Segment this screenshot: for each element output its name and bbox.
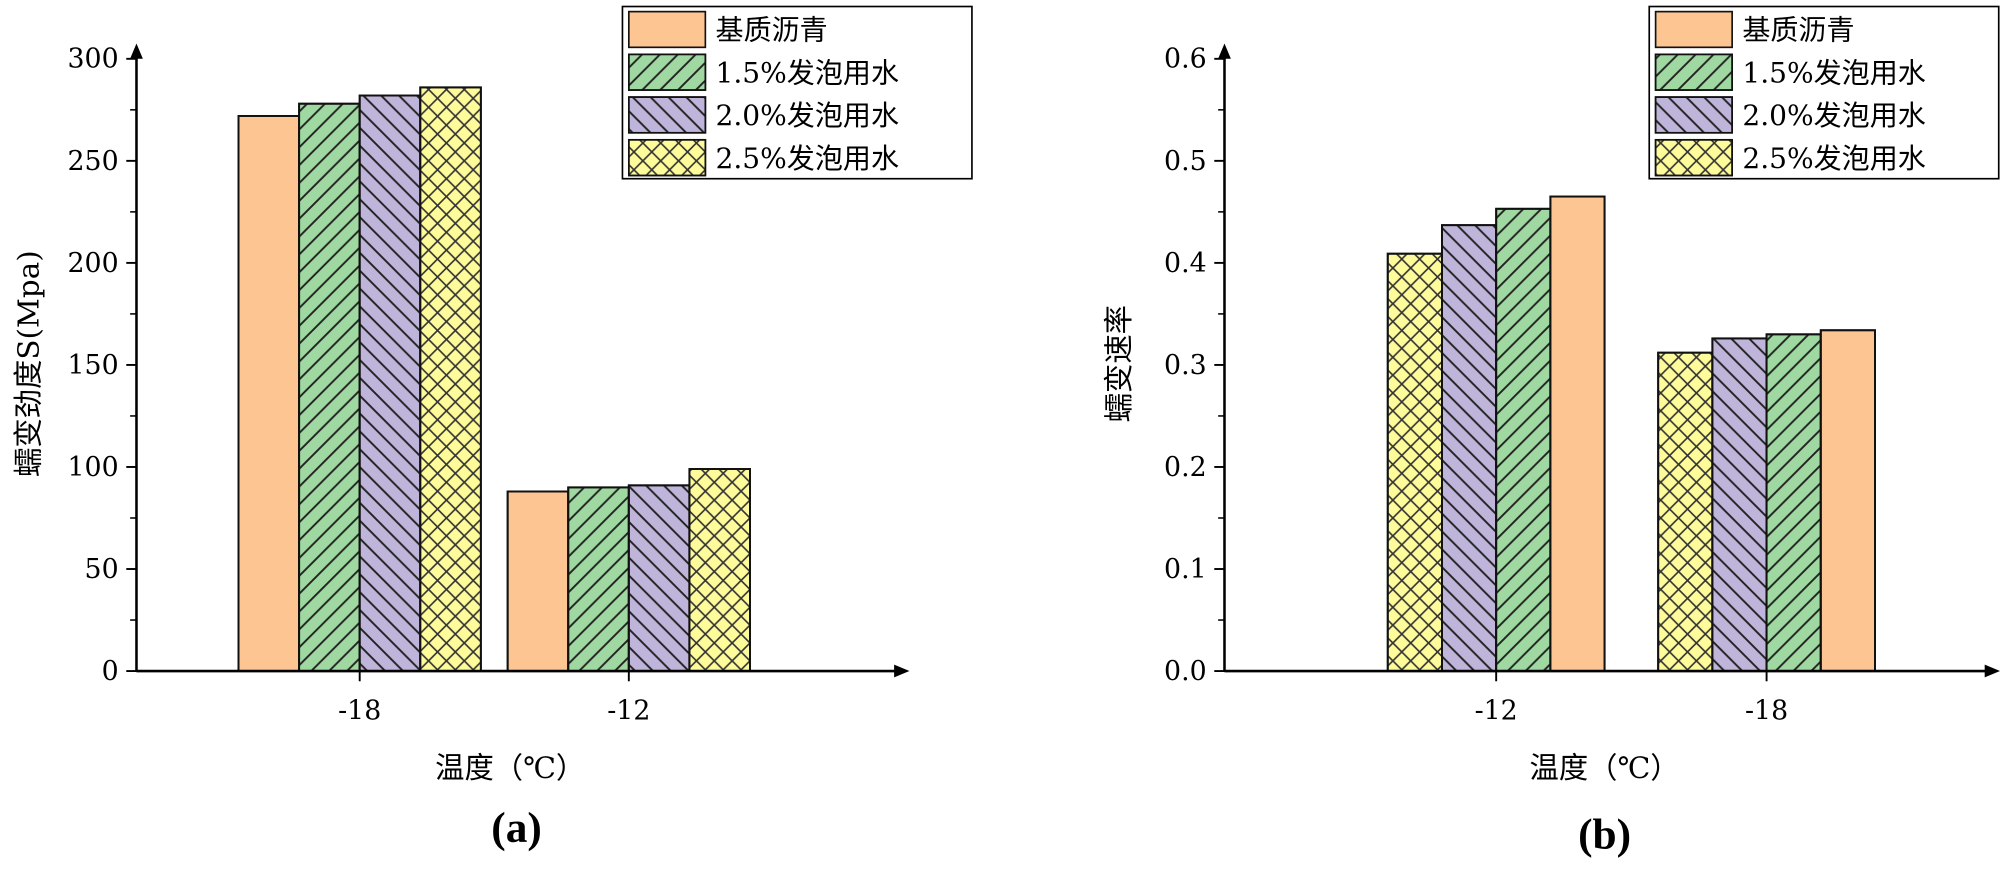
- legend-swatch: [1654, 10, 1733, 49]
- bar: [1657, 351, 1714, 673]
- bar-fill: [1819, 329, 1876, 673]
- y-tick-label: 0: [102, 656, 119, 687]
- bar: [567, 486, 630, 673]
- legend-label: 基质沥青: [716, 14, 828, 47]
- bar: [1711, 337, 1768, 673]
- panel-label: (a): [491, 804, 542, 852]
- y-tick-label: 0.2: [1164, 452, 1207, 483]
- bar: [419, 86, 482, 673]
- bar-fill: [506, 490, 570, 673]
- y-tick-label: 0.6: [1164, 44, 1207, 75]
- legend: 基质沥青 1.5%发泡用水 2.0%发泡用水 2.5%发泡用水: [621, 5, 973, 180]
- y-tick-label: 0.3: [1164, 350, 1207, 381]
- legend-swatch-pattern: [1654, 96, 1733, 134]
- bar-fill: [237, 114, 301, 673]
- x-tick-label: -18: [338, 696, 381, 727]
- legend-label: 基质沥青: [1742, 14, 1854, 47]
- legend-swatch-pattern: [627, 53, 707, 91]
- y-tick-label: 100: [68, 452, 119, 483]
- legend-swatch-pattern: [1654, 138, 1733, 177]
- bar: [1441, 224, 1498, 673]
- legend-swatch-pattern: [1654, 53, 1733, 91]
- y-tick-label: 0.0: [1164, 656, 1207, 687]
- legend-label: 2.0%发泡用水: [1742, 99, 1925, 132]
- panel-label: (b): [1578, 810, 1631, 858]
- y-axis-arrow-icon: [130, 43, 143, 59]
- legend-swatch: [627, 10, 707, 49]
- y-tick-label: 0.4: [1164, 248, 1207, 279]
- chart-a: -18 -12 0 50 100 150 200 250 300 蠕变劲度S(Mpa) 温度（℃） (…: [11, 5, 973, 852]
- y-tick-label: 150: [68, 350, 119, 381]
- x-axis-label: 温度（℃）: [435, 751, 585, 785]
- bar: [298, 102, 361, 673]
- legend-swatch-pattern: [627, 96, 707, 134]
- y-tick-label: 200: [68, 248, 119, 279]
- y-axis-arrow-icon: [1218, 43, 1231, 59]
- y-axis-label: 蠕变劲度S(Mpa): [11, 250, 45, 477]
- x-tick-label: -12: [1475, 696, 1518, 727]
- bar-fill: [1549, 195, 1606, 673]
- bar: [1386, 252, 1443, 673]
- y-tick-label: 250: [68, 146, 119, 177]
- y-tick-label: 300: [68, 44, 119, 75]
- legend-label: 2.0%发泡用水: [716, 99, 899, 132]
- bar: [358, 94, 422, 673]
- x-axis-arrow-icon: [894, 664, 910, 678]
- legend-label: 1.5%发泡用水: [716, 56, 899, 89]
- legend-label: 2.5%发泡用水: [1742, 142, 1925, 175]
- bar: [1495, 207, 1552, 673]
- x-axis-arrow-icon: [1984, 664, 2000, 678]
- legend-swatch-pattern: [627, 138, 707, 177]
- x-tick-label: -18: [1745, 696, 1788, 727]
- legend: 基质沥青 1.5%发泡用水 2.0%发泡用水 2.5%发泡用水: [1648, 5, 2000, 180]
- y-axis-label: 蠕变速率: [1102, 305, 1136, 422]
- y-tick-label: 50: [85, 554, 119, 585]
- legend-label: 2.5%发泡用水: [716, 142, 899, 175]
- bar: [1765, 333, 1822, 673]
- bar: [627, 484, 691, 673]
- y-tick-label: 0.1: [1164, 554, 1207, 585]
- y-tick-label: 0.5: [1164, 146, 1207, 177]
- legend-label: 1.5%发泡用水: [1742, 56, 1925, 89]
- x-tick-label: -12: [607, 696, 650, 727]
- x-axis-label: 温度（℃）: [1530, 751, 1680, 785]
- bar: [688, 468, 751, 673]
